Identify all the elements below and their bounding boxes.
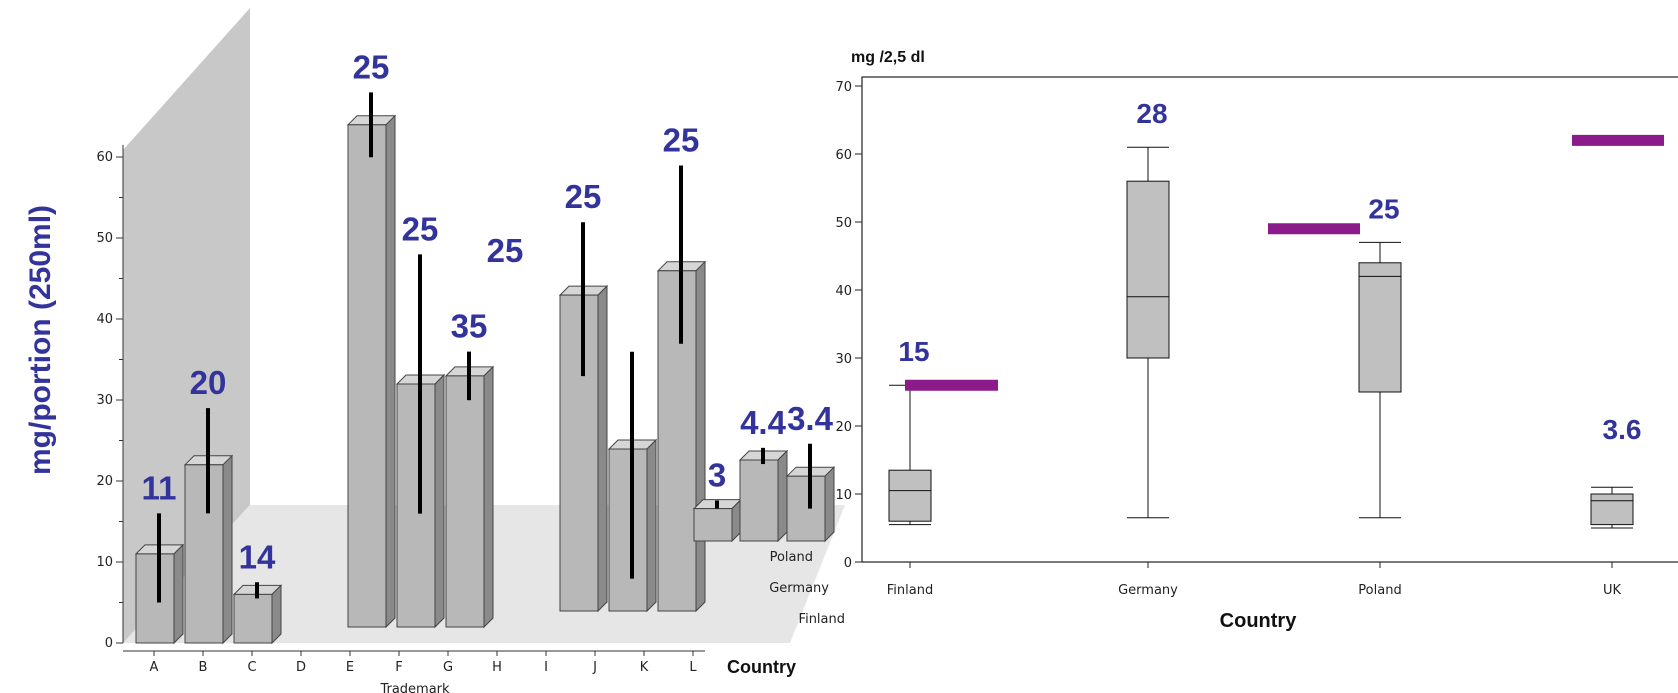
bar — [347, 124, 387, 628]
bar-side — [777, 449, 788, 543]
plot-frame — [861, 76, 1678, 563]
x-tick-label: B — [199, 660, 208, 675]
x-tick-label: Poland — [1358, 583, 1401, 598]
data-label: 25 — [663, 122, 700, 159]
y-tick-label: 20 — [835, 420, 852, 435]
box-label: 15 — [898, 336, 929, 367]
y-tick-label: 50 — [835, 216, 852, 231]
data-label: 14 — [239, 538, 276, 575]
y-tick-label: 70 — [835, 80, 852, 95]
x-axis-title: Trademark — [379, 682, 450, 693]
box-label: 28 — [1136, 98, 1167, 129]
country-axis-label: Finland — [799, 612, 845, 627]
depth-axis-title: Country — [727, 657, 796, 677]
bar — [559, 294, 599, 612]
bar — [739, 459, 779, 542]
x-tick-label: A — [150, 660, 159, 675]
box — [1358, 262, 1402, 393]
bar — [184, 464, 224, 644]
x-tick-label: Germany — [1118, 583, 1178, 598]
x-tick-label: H — [492, 660, 502, 675]
box-x-axis-title: Country — [1220, 610, 1298, 632]
box-label: 25 — [1368, 193, 1399, 224]
data-label: 25 — [402, 210, 439, 247]
data-label: 4.4 — [740, 404, 787, 441]
box-y-axis-title: mg /2,5 dl — [851, 49, 925, 66]
data-label: 3.4 — [787, 400, 834, 437]
x-tick-label: I — [544, 660, 548, 675]
bar-side — [222, 454, 233, 645]
x-tick-label: C — [247, 660, 256, 675]
bar — [786, 475, 826, 542]
y-tick-label: 50 — [96, 231, 113, 246]
bar — [233, 593, 273, 644]
x-tick-label: E — [346, 660, 354, 675]
data-label: 20 — [190, 364, 227, 401]
bar-side — [646, 438, 657, 613]
x-tick-label: F — [395, 660, 402, 675]
box — [1590, 493, 1634, 526]
bar — [135, 553, 175, 644]
x-tick-label: K — [640, 660, 649, 675]
y-tick-label: 10 — [96, 555, 113, 570]
y-tick-label: 40 — [835, 284, 852, 299]
bar — [693, 508, 733, 542]
y-axis-title: mg/portion (250ml) — [24, 205, 57, 475]
bar-side — [824, 465, 835, 543]
x-tick-label: J — [592, 660, 597, 675]
box-plot: mg /2,5 dl 0 10 20 30 40 50 60 70 Finland Germany P… — [835, 49, 1678, 632]
x-tick-label: Finland — [887, 583, 933, 598]
data-label: 3 — [708, 457, 726, 494]
box-label: 3.6 — [1603, 414, 1642, 445]
x-tick-label: L — [689, 660, 697, 675]
bar-side — [597, 284, 608, 613]
bar — [657, 270, 697, 612]
data-label: 35 — [451, 308, 488, 345]
bar-chart-3d: 0 10 20 30 40 50 60 A B C D E F G H I J K L Trademark Finlan… — [96, 8, 845, 693]
y-tick-label: 60 — [835, 148, 852, 163]
data-label: 25 — [353, 48, 390, 85]
bar-side — [385, 114, 396, 629]
country-axis-label: Germany — [769, 581, 829, 596]
y-tick-label: 40 — [96, 312, 113, 327]
bar — [445, 375, 485, 628]
y-tick-label: 60 — [96, 150, 113, 165]
y-tick-label: 0 — [844, 556, 852, 571]
bar — [396, 383, 436, 628]
x-tick-label: G — [443, 660, 453, 675]
y-tick-label: 30 — [835, 352, 852, 367]
bar-side — [434, 373, 445, 629]
bar-side — [271, 584, 282, 645]
data-label: 25 — [487, 232, 524, 269]
bar — [608, 448, 648, 612]
y-tick-label: 10 — [835, 488, 852, 503]
country-axis-label: Poland — [770, 550, 813, 565]
bar-side — [173, 543, 184, 645]
bar-side — [695, 260, 706, 613]
data-label: 25 — [565, 178, 602, 215]
bar-side — [483, 365, 494, 629]
box — [888, 469, 932, 522]
y-tick-label: 20 — [96, 474, 113, 489]
x-tick-label: UK — [1603, 583, 1622, 598]
data-label: 11 — [142, 469, 177, 506]
x-tick-label: D — [296, 660, 306, 675]
y-tick-label: 30 — [96, 393, 113, 408]
y-tick-label: 0 — [105, 636, 113, 651]
box — [1126, 180, 1170, 359]
